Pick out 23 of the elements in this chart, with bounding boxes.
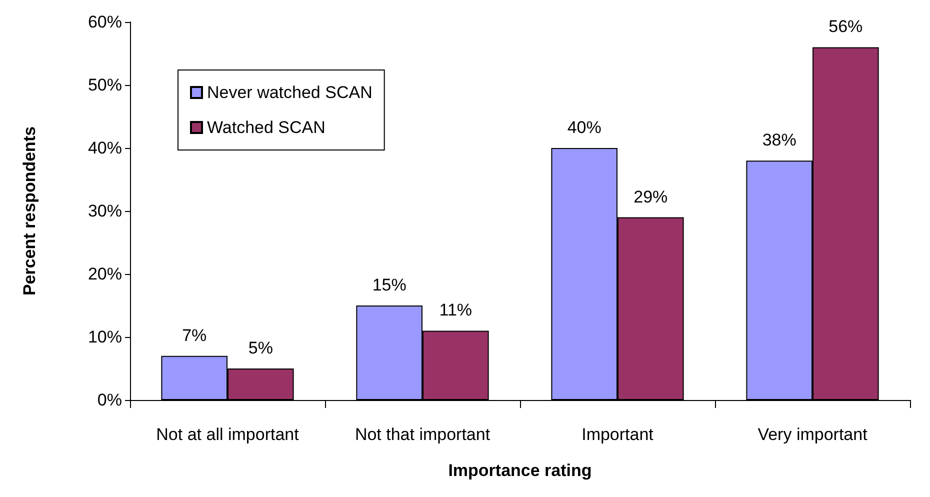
y-tick-label: 20% xyxy=(88,264,122,284)
data-label: 11% xyxy=(439,300,472,320)
legend-label: Watched SCAN xyxy=(207,118,326,137)
y-tick-label: 10% xyxy=(88,328,122,346)
x-tick-label: Very important xyxy=(758,425,868,444)
data-label: 7% xyxy=(182,326,207,345)
data-label: 15% xyxy=(372,276,406,294)
data-label: 29% xyxy=(634,187,668,206)
y-tick-label: 30% xyxy=(88,202,122,220)
y-tick-label: 40% xyxy=(88,138,122,158)
legend-label: Never watched SCAN xyxy=(207,83,372,102)
x-axis-title: Importance rating xyxy=(448,461,592,480)
x-tick-label: Important xyxy=(582,425,654,444)
y-tick-label: 50% xyxy=(88,76,122,94)
data-label: 38% xyxy=(762,130,796,150)
y-tick-label: 60% xyxy=(88,12,122,32)
data-label: 5% xyxy=(248,338,273,358)
data-label: 56% xyxy=(828,17,863,36)
y-tick-label: 0% xyxy=(97,390,122,410)
data-label: 40% xyxy=(567,118,602,137)
y-axis-title: Percent respondents xyxy=(20,126,39,296)
x-tick-label: Not that important xyxy=(354,425,490,444)
x-tick-label: Not at all important xyxy=(156,425,300,444)
